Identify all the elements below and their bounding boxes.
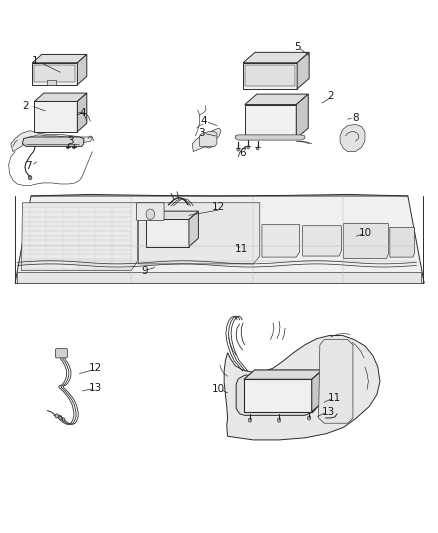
FancyBboxPatch shape xyxy=(255,100,260,105)
Text: 10: 10 xyxy=(358,228,371,238)
Text: 4: 4 xyxy=(200,116,207,126)
Circle shape xyxy=(59,416,61,419)
Polygon shape xyxy=(200,132,217,147)
FancyBboxPatch shape xyxy=(171,215,177,220)
Polygon shape xyxy=(243,63,297,89)
Circle shape xyxy=(307,416,311,420)
Polygon shape xyxy=(11,131,92,151)
Polygon shape xyxy=(15,196,424,283)
Polygon shape xyxy=(236,375,318,415)
Text: 3: 3 xyxy=(198,128,205,138)
FancyBboxPatch shape xyxy=(258,375,263,380)
Polygon shape xyxy=(35,101,78,132)
Polygon shape xyxy=(318,340,353,423)
Polygon shape xyxy=(224,335,380,440)
Circle shape xyxy=(146,209,155,220)
Polygon shape xyxy=(192,128,221,151)
Circle shape xyxy=(202,132,215,148)
Polygon shape xyxy=(17,272,421,283)
Text: 11: 11 xyxy=(328,393,341,403)
Polygon shape xyxy=(303,226,341,256)
Polygon shape xyxy=(78,54,87,85)
Text: 4: 4 xyxy=(79,108,86,118)
Polygon shape xyxy=(21,203,138,271)
Polygon shape xyxy=(297,52,309,89)
Polygon shape xyxy=(138,203,260,264)
FancyBboxPatch shape xyxy=(154,215,159,220)
Polygon shape xyxy=(296,94,308,139)
Text: 3: 3 xyxy=(67,135,74,146)
Polygon shape xyxy=(146,220,189,247)
Circle shape xyxy=(28,175,32,180)
Polygon shape xyxy=(244,370,322,379)
Circle shape xyxy=(248,418,251,422)
FancyBboxPatch shape xyxy=(137,203,164,221)
Circle shape xyxy=(237,148,240,151)
Circle shape xyxy=(55,414,58,418)
Text: 8: 8 xyxy=(352,113,359,123)
Polygon shape xyxy=(343,224,389,259)
Polygon shape xyxy=(22,137,84,147)
Polygon shape xyxy=(244,379,312,411)
Polygon shape xyxy=(245,94,308,104)
Text: 9: 9 xyxy=(141,265,148,276)
Polygon shape xyxy=(340,124,365,151)
Polygon shape xyxy=(32,63,78,85)
Circle shape xyxy=(256,147,259,150)
Polygon shape xyxy=(245,104,296,139)
Polygon shape xyxy=(47,79,56,85)
Polygon shape xyxy=(312,370,322,411)
Circle shape xyxy=(247,146,250,149)
Circle shape xyxy=(277,418,281,422)
Text: 11: 11 xyxy=(235,244,248,254)
Circle shape xyxy=(73,146,75,149)
Polygon shape xyxy=(189,211,198,247)
FancyBboxPatch shape xyxy=(60,97,65,102)
Text: 2: 2 xyxy=(327,91,334,101)
FancyBboxPatch shape xyxy=(276,100,281,105)
FancyBboxPatch shape xyxy=(42,97,48,102)
Text: 2: 2 xyxy=(22,101,29,111)
Text: 7: 7 xyxy=(25,160,32,171)
Text: 5: 5 xyxy=(294,42,300,52)
Circle shape xyxy=(337,410,340,415)
Polygon shape xyxy=(243,52,309,63)
Text: 13: 13 xyxy=(322,407,336,417)
Text: 12: 12 xyxy=(212,203,225,213)
Polygon shape xyxy=(262,225,300,257)
Circle shape xyxy=(205,136,212,144)
Text: 6: 6 xyxy=(240,148,246,158)
Polygon shape xyxy=(78,93,87,132)
Polygon shape xyxy=(146,211,198,220)
Text: 1: 1 xyxy=(32,56,39,66)
Polygon shape xyxy=(32,54,87,63)
Polygon shape xyxy=(245,66,295,86)
Circle shape xyxy=(62,418,65,421)
Polygon shape xyxy=(390,228,414,257)
FancyBboxPatch shape xyxy=(286,375,290,380)
Text: 12: 12 xyxy=(89,364,102,373)
Polygon shape xyxy=(35,93,87,101)
Circle shape xyxy=(67,146,69,149)
FancyBboxPatch shape xyxy=(56,349,67,358)
Text: 10: 10 xyxy=(212,384,225,394)
Text: 13: 13 xyxy=(89,383,102,393)
Polygon shape xyxy=(35,66,75,82)
Polygon shape xyxy=(235,135,305,140)
